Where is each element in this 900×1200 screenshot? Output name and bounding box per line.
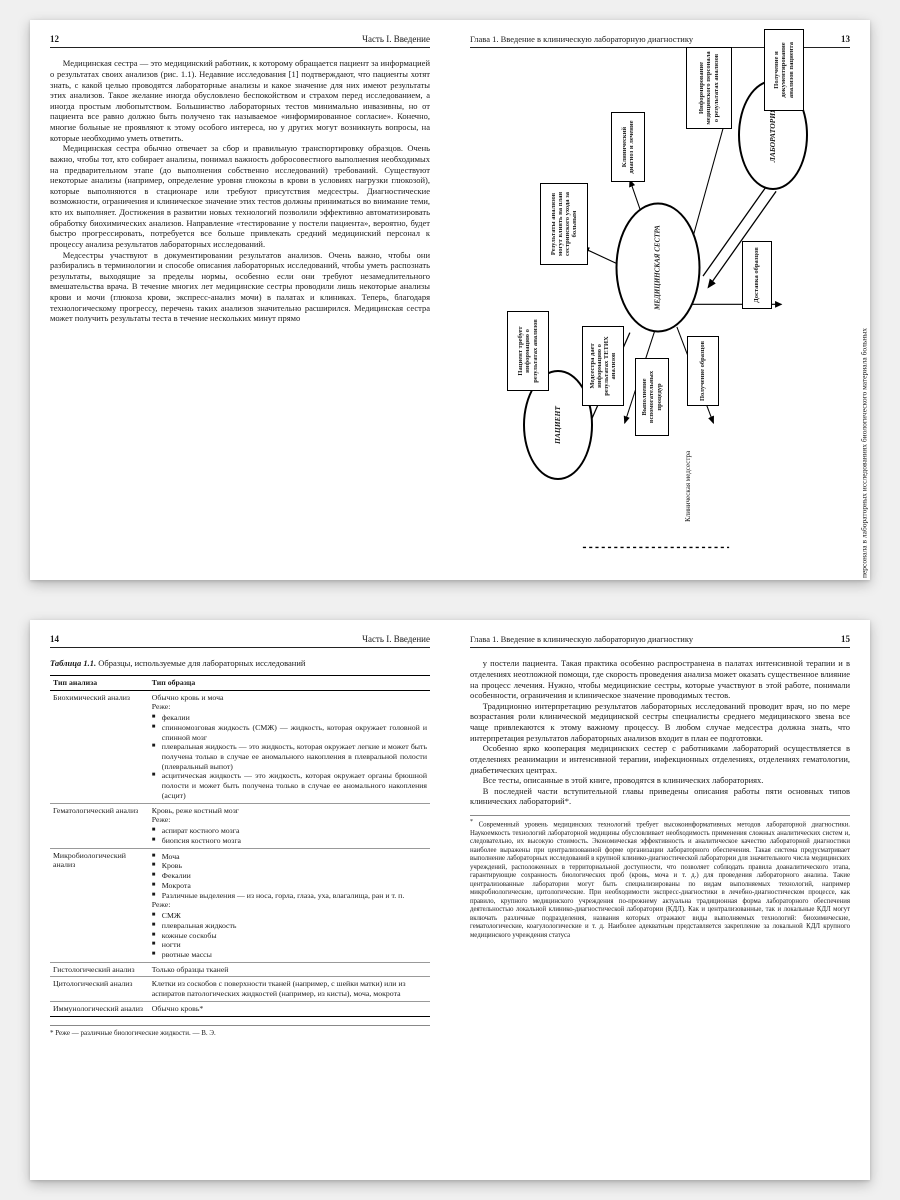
paragraph: Медсестры участвуют в документировании р…	[50, 250, 430, 324]
paragraph: Традиционно интерпретацию результатов ла…	[470, 701, 850, 744]
paragraph: Медицинская сестра — это медицинский раб…	[50, 58, 430, 143]
page-number: 12	[50, 34, 59, 45]
figure-1-1: ПАЦИЕНТ МЕДИЦИНСКАЯ СЕСТРА ЛАБОРАТОРИЯ П…	[468, 50, 844, 570]
page-13: Глава 1. Введение в клиническую лаборато…	[450, 20, 870, 580]
cell-analysis-type: Гистологический анализ	[50, 962, 149, 977]
paragraph: В последней части вступительной главы пр…	[470, 786, 850, 807]
page-12: 12 Часть I. Введение Медицинская сестра …	[30, 20, 450, 580]
figure-caption-text: Участие среднего медицинского персонала …	[859, 328, 868, 580]
table-row: Гистологический анализТолько образцы тка…	[50, 962, 430, 977]
body-text: Медицинская сестра — это медицинский раб…	[50, 58, 430, 324]
table-row: Гематологический анализКровь, реже костн…	[50, 803, 430, 848]
cell-specimen: Обычно кровь*	[149, 1001, 430, 1016]
list-item: ногти	[152, 940, 427, 950]
cell-specimen: Только образцы тканей	[149, 962, 430, 977]
table-label: Таблица 1.1.	[50, 658, 96, 668]
cell-analysis-type: Цитологический анализ	[50, 977, 149, 1001]
footnote-text: Современный уровень медицинских технолог…	[470, 821, 850, 938]
table-row: Микробиологический анализМочаКровьФекали…	[50, 848, 430, 962]
page-header: 12 Часть I. Введение	[50, 34, 430, 48]
cell-analysis-type: Иммунологический анализ	[50, 1001, 149, 1016]
part-title: Часть I. Введение	[362, 34, 430, 45]
table-caption: Таблица 1.1. Образцы, используемые для л…	[50, 658, 430, 669]
cell-specimen: Обычно кровь и мочаРеже:фекалииспинномоз…	[149, 690, 430, 803]
list-item: аспират костного мозга	[152, 826, 427, 836]
list-item: кожные соскобы	[152, 931, 427, 941]
page-number: 13	[841, 34, 850, 45]
cell-analysis-type: Биохимический анализ	[50, 690, 149, 803]
list-item: рвотные массы	[152, 950, 427, 960]
paragraph: у постели пациента. Такая практика особе…	[470, 658, 850, 701]
table-row: Биохимический анализОбычно кровь и мочаР…	[50, 690, 430, 803]
paragraph: Все тесты, описанные в этой книге, прово…	[470, 775, 850, 786]
list-item: фекалии	[152, 713, 427, 723]
node-box-b5: Информирование медицинского персонала о …	[686, 47, 732, 129]
cell-specimen: Клетки из соскобов с поверхности тканей …	[149, 977, 430, 1001]
page-header: Глава 1. Введение в клиническую лаборато…	[470, 634, 850, 648]
legend-label: Клиническая медсестра	[684, 451, 693, 522]
book-spread-1: 12 Часть I. Введение Медицинская сестра …	[30, 20, 870, 580]
node-box-b6: Получение и документирование анализов па…	[764, 29, 804, 111]
page-header: 14 Часть I. Введение	[50, 634, 430, 648]
cell-specimen: МочаКровьФекалииМокротаРазличные выделен…	[149, 848, 430, 962]
chapter-title: Глава 1. Введение в клиническую лаборато…	[470, 34, 693, 45]
node-box-b8: Выполнение вспомогательных процедур	[635, 358, 669, 436]
list-item: Моча	[152, 852, 427, 862]
list-item: асцитическая жидкость — это жидкость, ко…	[152, 771, 427, 800]
table-caption-text: Образцы, используемые для лабораторных и…	[98, 658, 305, 668]
node-box-b2: Медсестра дает информацию о результатах …	[582, 326, 624, 406]
list-item: СМЖ	[152, 911, 427, 921]
table-row: Цитологический анализКлетки из соскобов …	[50, 977, 430, 1001]
footnote: * Современный уровень медицинских технол…	[470, 815, 850, 940]
list-item: Различные выделения — из носа, горла, гл…	[152, 891, 427, 901]
list-item: спинномозговая жидкость (СМЖ) — жидкость…	[152, 723, 427, 742]
figure-side-caption: Рис. 1.1. Участие среднего медицинского …	[859, 300, 868, 580]
page-number: 14	[50, 634, 59, 645]
node-box-b7: Получение образцов	[687, 336, 719, 406]
footnote-marker: *	[470, 819, 473, 825]
cell-specimen: Кровь, реже костный мозгРеже:аспират кос…	[149, 803, 430, 848]
node-nurse: МЕДИЦИНСКАЯ СЕСТРА	[616, 203, 701, 333]
paragraph: Медицинская сестра обычно отвечает за сб…	[50, 143, 430, 249]
list-item: биопсия костного мозга	[152, 836, 427, 846]
table-1-1: Тип анализа Тип образца Биохимический ан…	[50, 675, 430, 1017]
node-box-b9: Доставка образцов	[742, 241, 772, 309]
list-item: Фекалии	[152, 871, 427, 881]
node-box-b3: Результаты анализов могут влиять на план…	[540, 183, 588, 265]
table-header: Тип образца	[149, 675, 430, 690]
page-number: 15	[841, 634, 850, 645]
table-row: Иммунологический анализОбычно кровь*	[50, 1001, 430, 1016]
body-text: у постели пациента. Такая практика особе…	[470, 658, 850, 807]
list-item: плевральная жидкость	[152, 921, 427, 931]
footnote: * Реже — различные биологические жидкост…	[50, 1025, 430, 1038]
page-15: Глава 1. Введение в клиническую лаборато…	[450, 620, 870, 1180]
cell-analysis-type: Гематологический анализ	[50, 803, 149, 848]
node-box-b4: Клинический диагноз и лечение	[611, 112, 645, 182]
book-spread-2: 14 Часть I. Введение Таблица 1.1. Образц…	[30, 620, 870, 1180]
part-title: Часть I. Введение	[362, 634, 430, 645]
page-14: 14 Часть I. Введение Таблица 1.1. Образц…	[30, 620, 450, 1180]
chapter-title: Глава 1. Введение в клиническую лаборато…	[470, 634, 693, 645]
list-item: Кровь	[152, 861, 427, 871]
node-box-b1: Пациент требует информацию о результатах…	[507, 311, 549, 391]
list-item: Мокрота	[152, 881, 427, 891]
cell-analysis-type: Микробиологический анализ	[50, 848, 149, 962]
list-item: плевральная жидкость — это жидкость, кот…	[152, 742, 427, 771]
table-header: Тип анализа	[50, 675, 149, 690]
paragraph: Особенно ярко кооперация медицинских сес…	[470, 743, 850, 775]
